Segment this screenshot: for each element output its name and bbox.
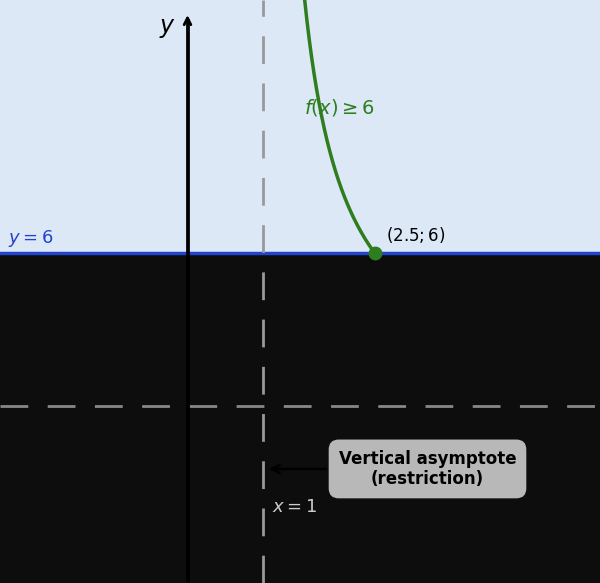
Text: $y = 6$: $y = 6$ [7,229,53,250]
Text: Vertical asymptote
(restriction): Vertical asymptote (restriction) [272,449,517,489]
Text: $f(x) \geq 6$: $f(x) \geq 6$ [304,97,374,118]
Text: $x = 1$: $x = 1$ [271,498,316,516]
Text: $(2.5;6)$: $(2.5;6)$ [386,225,446,245]
Text: $y$: $y$ [160,16,176,40]
